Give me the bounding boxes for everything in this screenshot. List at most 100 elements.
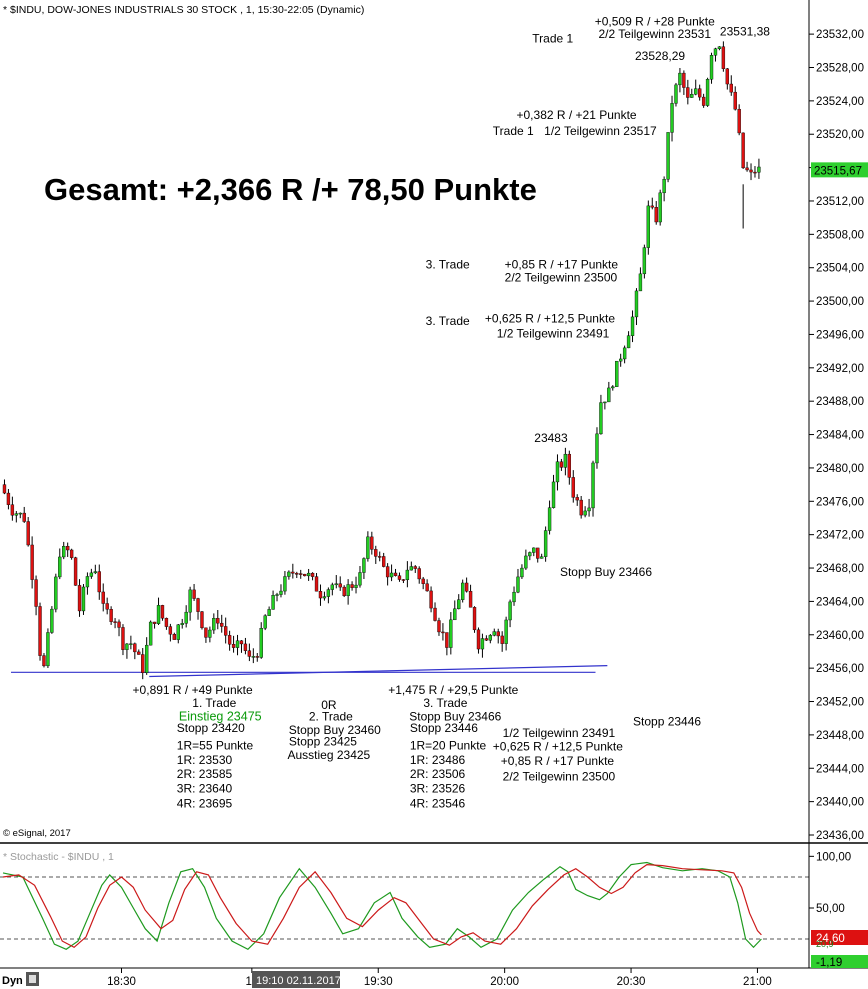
candle [299,569,303,579]
candle [26,517,30,547]
candle [757,158,761,179]
candle [334,575,338,589]
candle [741,132,745,169]
candle [678,67,682,93]
candle [243,637,248,655]
stochastic-k-label: 24,60 [816,933,845,945]
candle [461,579,465,603]
candle [445,632,449,656]
price-axis: 23436,00 23440,00 23444,00 23448,00 23452,00… [809,29,868,842]
candle [393,568,398,577]
candle [583,506,587,518]
candle [6,489,11,510]
candle [208,626,212,643]
candle [433,602,437,622]
candle [571,470,575,503]
candle [516,568,520,594]
candle [642,244,647,279]
candle [745,161,749,172]
candle [666,132,670,183]
candle [295,571,299,579]
stochastic-d-line [2,863,762,949]
candle [184,605,188,628]
candle [303,573,307,577]
candle [283,571,287,595]
price-tick-label: 23496,00 [816,329,864,341]
candle [85,572,90,595]
candle [611,385,615,391]
trade-annotation: Einstieg 23475 [179,710,262,724]
candle [725,68,729,90]
candle [350,581,354,591]
candle [425,579,429,592]
candle [180,618,184,629]
candle [658,189,662,226]
candle [216,609,220,630]
trade-annotation: 2R: 23585 [177,767,233,781]
candle [322,591,327,601]
candle [141,648,145,680]
candle [543,526,548,562]
candle [749,163,753,181]
candle [192,584,196,601]
candle [701,93,706,108]
candle [354,576,358,594]
candle [196,597,200,620]
cursor-time-box [252,971,340,988]
candle [275,592,279,602]
dyn-label[interactable]: Dyn [2,975,23,987]
candle [540,553,544,559]
candle [449,612,453,655]
price-tick-label: 23532,00 [816,29,864,41]
copyright-label: © eSignal, 2017 [3,828,71,839]
price-tick-label: 23488,00 [816,396,864,408]
candle [417,566,421,584]
price-tick-label: 23472,00 [816,530,864,542]
candle [421,576,425,590]
candle [310,572,315,581]
candle [532,547,536,557]
price-tick-label: 23500,00 [816,296,864,308]
time-tick-label: 19:30 [364,976,393,988]
candle [520,564,524,579]
candle [492,628,496,637]
candle [713,47,718,62]
candle [34,575,38,616]
candle [279,584,283,598]
candle [291,563,295,579]
price-tick-label: 23508,00 [816,229,864,241]
candle [630,310,635,343]
candle [709,52,714,84]
candle [674,82,678,107]
trade-annotation: Ausstieg 23425 [288,748,371,762]
trade-annotation: Stopp 23420 [177,721,245,735]
candle [227,630,232,651]
candle [109,606,113,625]
candle [326,587,331,604]
candle [65,542,70,557]
candle [235,634,240,656]
candle [524,549,528,570]
candle [619,353,623,367]
price-tick-label: 23444,00 [816,763,864,775]
candle [500,631,504,652]
trade-annotation: 1R=20 Punkte [410,739,487,753]
trade-annotation: 1. Trade [192,696,236,710]
candle [223,617,228,644]
candle [721,41,726,72]
support-trendline[interactable] [149,665,608,678]
candle [559,458,564,471]
price-tick-label: 23528,00 [816,62,864,74]
trade-annotation: +0,625 R / +12,5 Punkte [485,312,615,326]
trade-annotation: 2. Trade [309,710,353,724]
candle [358,566,362,588]
price-tick-label: 23440,00 [816,797,864,809]
candle [457,594,461,610]
price-tick-label: 23492,00 [816,363,864,375]
candle [267,606,271,616]
cursor-time-label: 19:10 02.11.2017 [256,975,341,987]
candle [314,573,319,592]
candle [220,614,224,633]
candle [62,541,66,560]
candle [686,79,690,105]
